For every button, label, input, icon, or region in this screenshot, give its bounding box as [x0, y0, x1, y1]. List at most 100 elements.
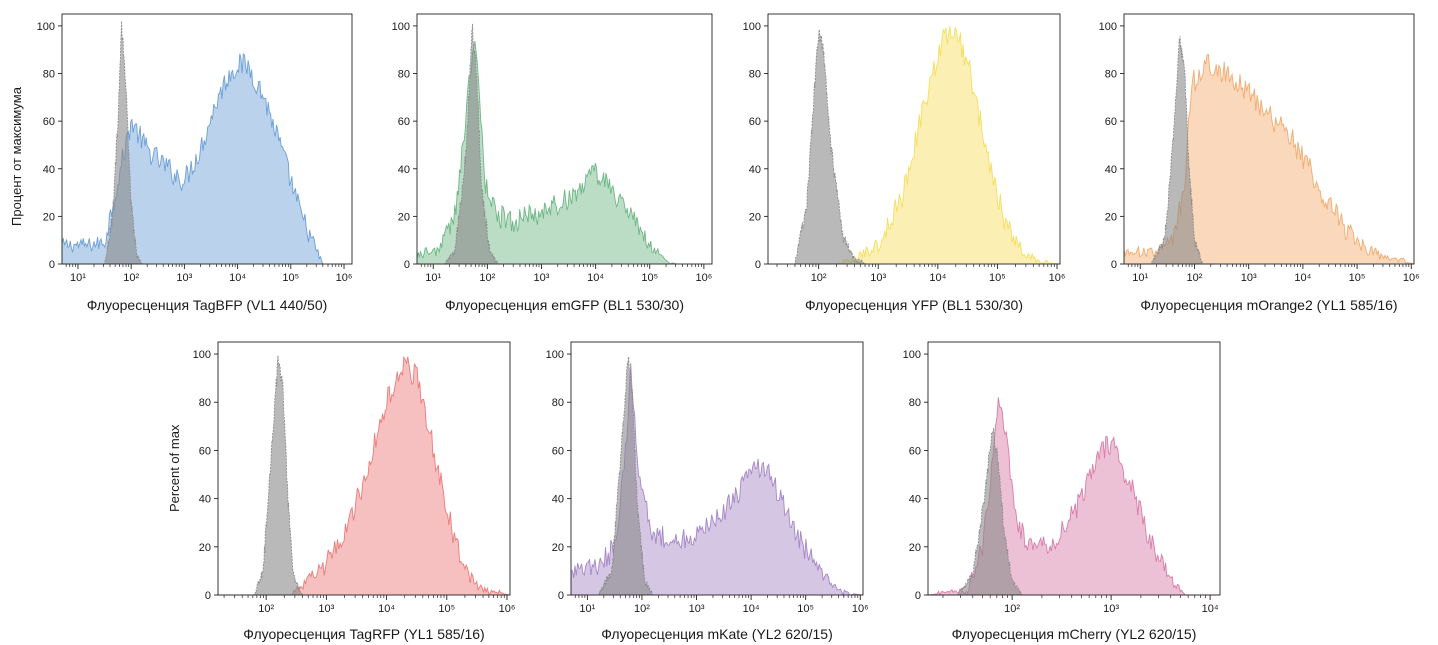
panel-mcherry: 0 20 40 60 80 100 10² 10³ 10⁴ Флуоресценция mChe…: [880, 330, 1240, 645]
y-axis-label: Процент от максимума: [9, 87, 24, 226]
sample-histogram-fill: [417, 41, 677, 265]
sample-histogram-fill: [1124, 54, 1414, 264]
sample-histogram-fill: [928, 397, 1220, 595]
x-tick-label: 10⁵: [1349, 272, 1366, 284]
y-tick-label: 60: [749, 116, 761, 128]
x-tick-label: 10²: [258, 603, 274, 615]
x-axis-label: Флуоресценция mKate (YL2 620/15): [601, 626, 833, 642]
y-tick-label: 100: [37, 21, 55, 33]
plot-frame: [570, 341, 864, 596]
panel-emgfp: 0 20 40 60 80 100 10¹ 10² 10³ 10⁴ 10⁵ 10⁶ Флуоресце…: [360, 0, 720, 320]
x-tick-label: 10⁵: [641, 272, 658, 284]
control-histogram-fill: [417, 23, 509, 265]
y-tick-label: 100: [743, 21, 761, 33]
plot-frame: [61, 13, 353, 265]
control-histogram-outline: [571, 356, 664, 596]
y-tick-label: 60: [1105, 116, 1117, 128]
control-histogram-fill: [928, 428, 1042, 595]
x-tick-label: 10⁴: [929, 272, 946, 284]
control-histogram-outline: [1124, 36, 1217, 265]
panel-mkate-plot: 0 20 40 60 80 100 10¹ 10² 10³ 10⁴ 10⁵ 10⁶: [546, 341, 869, 615]
y-tick-label: 40: [43, 164, 55, 176]
sample-histogram-fill: [768, 26, 1060, 264]
panel-tagbfp-plot: 0 20 40 60 80 100 10¹ 10² 10³ 10⁴ 10⁵ 10⁶: [37, 13, 353, 284]
x-tick-label: 10¹: [425, 272, 441, 284]
x-tick-label: 10³: [870, 272, 886, 284]
plot-frame: [217, 341, 511, 596]
control-histogram-fill: [768, 29, 867, 265]
x-tick-label: 10³: [318, 603, 334, 615]
y-tick-label: 80: [1105, 69, 1117, 81]
x-tick-label: 10⁶: [852, 603, 869, 615]
x-tick-label: 10⁵: [989, 272, 1006, 284]
y-tick-label: 0: [49, 259, 55, 271]
plot-frame: [927, 341, 1221, 596]
y-tick-label: 80: [749, 69, 761, 81]
panel-tagrfp: 0 20 40 60 80 100 10² 10³ 10⁴ 10⁵ 10⁶ Percent of m…: [160, 330, 520, 645]
x-tick-label: 10³: [1103, 603, 1119, 615]
y-tick-label: 40: [909, 494, 921, 506]
y-tick-label: 40: [398, 164, 410, 176]
y-tick-label: 20: [1105, 211, 1117, 223]
y-tick-label: 40: [1105, 164, 1117, 176]
x-tick-label: 10¹: [70, 272, 86, 284]
x-tick-label: 10⁴: [743, 603, 760, 615]
panel-yfp: 0 20 40 60 80 100 10² 10³ 10⁴ 10⁵ 10⁶ Флуоресценци…: [720, 0, 1080, 320]
panel-yfp-plot: 0 20 40 60 80 100 10² 10³ 10⁴ 10⁵ 10⁶: [743, 13, 1065, 284]
x-axis-label: Флуоресценция emGFP (BL1 530/30): [444, 297, 685, 313]
x-tick-label: 10⁴: [1294, 272, 1311, 284]
sample-histogram-outline: [416, 41, 677, 265]
y-tick-label: 20: [552, 542, 564, 554]
y-axis-label: Percent of max: [167, 424, 182, 512]
y-tick-label: 60: [552, 445, 564, 457]
y-tick-label: 60: [199, 445, 211, 457]
x-tick-label: 10²: [1187, 272, 1203, 284]
x-axis-label: Флуоресценция mOrange2 (YL1 585/16): [1140, 297, 1398, 313]
y-tick-label: 20: [909, 542, 921, 554]
panel-morange2-plot: 0 20 40 60 80 100 10¹ 10² 10³ 10⁴ 10⁵ 10⁶: [1099, 13, 1420, 284]
x-tick-label: 10²: [811, 272, 827, 284]
control-histogram-outline: [417, 23, 509, 266]
x-tick-label: 10⁴: [587, 272, 604, 284]
y-tick-label: 60: [43, 116, 55, 128]
sample-histogram-fill: [62, 53, 323, 264]
y-tick-label: 20: [43, 211, 55, 223]
x-axis-label: Флуоресценция mCherry (YL2 620/15): [951, 626, 1197, 642]
x-tick-label: 10²: [479, 272, 495, 284]
x-tick-label: 10³: [1241, 272, 1257, 284]
control-histogram-fill: [62, 21, 148, 264]
x-tick-label: 10¹: [579, 603, 595, 615]
x-axis-label: Флуоресценция YFP (BL1 530/30): [804, 297, 1024, 313]
y-tick-label: 100: [193, 349, 211, 361]
panel-tagrfp-plot: 0 20 40 60 80 100 10² 10³ 10⁴ 10⁵ 10⁶: [193, 341, 516, 615]
x-tick-label: 10²: [634, 603, 650, 615]
y-tick-label: 80: [398, 69, 410, 81]
x-tick-label: 10⁶: [695, 272, 712, 284]
control-histogram-fill: [218, 355, 315, 595]
x-axis-label: Флуоресценция TagBFP (VL1 440/50): [86, 297, 328, 313]
sample-histogram-fill: [571, 363, 863, 595]
y-tick-label: 20: [749, 211, 761, 223]
x-tick-label: 10²: [123, 272, 139, 284]
x-tick-label: 10³: [176, 272, 192, 284]
y-tick-label: 60: [909, 445, 921, 457]
x-tick-label: 10⁴: [378, 603, 395, 615]
x-tick-label: 10⁶: [336, 272, 353, 284]
plot-frame: [416, 13, 713, 265]
x-tick-label: 10³: [689, 603, 705, 615]
y-tick-label: 0: [404, 259, 410, 271]
y-tick-label: 0: [205, 590, 211, 602]
sample-histogram-outline: [61, 53, 324, 265]
panel-emgfp-plot: 0 20 40 60 80 100 10¹ 10² 10³ 10⁴ 10⁵ 10⁶: [392, 13, 713, 284]
y-tick-label: 40: [749, 164, 761, 176]
y-tick-label: 100: [546, 349, 564, 361]
y-tick-label: 100: [903, 349, 921, 361]
y-tick-label: 40: [552, 494, 564, 506]
y-tick-label: 0: [558, 590, 564, 602]
x-tick-label: 10⁵: [797, 603, 814, 615]
x-tick-label: 10¹: [1132, 272, 1148, 284]
y-tick-label: 80: [552, 397, 564, 409]
y-tick-label: 80: [43, 69, 55, 81]
x-tick-label: 10⁶: [499, 603, 516, 615]
y-tick-label: 60: [398, 116, 410, 128]
